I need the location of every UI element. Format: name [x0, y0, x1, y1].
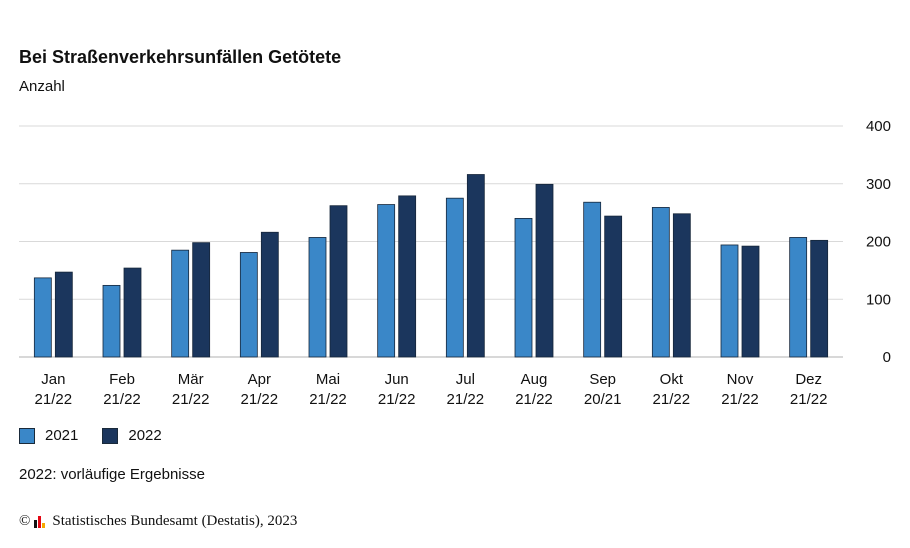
legend-label-2021: 2021	[45, 427, 79, 444]
source-line: © Statistisches Bundesamt (Destatis), 20…	[19, 513, 297, 530]
copyright-symbol: ©	[19, 513, 31, 529]
x-tick-label-Okt-1: Okt	[660, 371, 684, 388]
x-tick-label-Feb-2: 21/22	[103, 391, 141, 408]
y-tick-label-100: 100	[866, 291, 891, 308]
x-tick-label-Apr-1: Apr	[248, 371, 271, 388]
destatis-logo-icon	[34, 515, 46, 528]
bar-2021-Jun	[377, 204, 396, 358]
y-tick-label-300: 300	[866, 176, 891, 193]
x-tick-label-Nov-2: 21/22	[721, 391, 759, 408]
x-tick-label-Sep-1: Sep	[589, 371, 616, 388]
bar-2022-Mär	[192, 242, 211, 358]
legend-item-2022: 2022	[102, 427, 162, 444]
bar-2021-Apr	[239, 252, 258, 358]
bar-2022-Aug	[535, 183, 554, 358]
bar-2021-Sep	[583, 201, 602, 358]
x-tick-label-Aug-2: 21/22	[515, 391, 553, 408]
bar-2022-Mai	[329, 205, 348, 358]
x-tick-label-Okt-2: 21/22	[653, 391, 691, 408]
legend-item-2021: 2021	[19, 427, 78, 444]
bar-2021-Okt	[651, 207, 670, 358]
x-tick-label-Feb-1: Feb	[109, 371, 135, 388]
bar-2022-Sep	[604, 215, 623, 358]
y-tick-label-200: 200	[866, 234, 891, 251]
x-tick-label-Sep-2: 20/21	[584, 391, 622, 408]
legend: 2021 2022	[19, 427, 186, 444]
bar-2022-Jan	[54, 271, 73, 358]
bar-2021-Jul	[445, 197, 464, 358]
legend-swatch-2021	[19, 427, 35, 444]
x-tick-label-Aug-1: Aug	[521, 371, 548, 388]
x-tick-label-Mai-2: 21/22	[309, 391, 347, 408]
chart-title: Bei Straßenverkehrsunfällen Getötete	[19, 47, 342, 67]
bar-2021-Nov	[720, 244, 739, 358]
y-tick-label-400: 400	[866, 118, 891, 135]
bar-2022-Feb	[123, 267, 142, 358]
bar-2022-Jul	[466, 174, 485, 358]
bar-2022-Apr	[260, 231, 279, 358]
footnote: 2022: vorläufige Ergebnisse	[19, 466, 205, 483]
x-tick-label-Jan-2: 21/22	[35, 391, 73, 408]
bar-2022-Okt	[672, 213, 691, 358]
legend-swatch-2022	[102, 427, 119, 444]
x-tick-label-Jun-1: Jun	[385, 371, 409, 388]
source-text: Statistisches Bundesamt (Destatis), 2023	[52, 513, 298, 529]
x-tick-label-Jan-1: Jan	[41, 371, 65, 388]
x-tick-label-Mai-1: Mai	[316, 371, 340, 388]
x-tick-label-Dez-2: 21/22	[790, 391, 828, 408]
bar-2022-Jun	[398, 195, 417, 358]
bar-2022-Dez	[810, 239, 829, 358]
bar-2021-Feb	[102, 284, 121, 358]
y-tick-label-0: 0	[883, 349, 891, 366]
chart-subtitle: Anzahl	[19, 78, 65, 95]
legend-label-2022: 2022	[128, 427, 162, 444]
bar-chart: 0 100 200 300 400 Jan 21/22 Feb 21/22 Mär 21/22 Apr…	[19, 118, 891, 408]
bar-2021-Dez	[789, 237, 808, 358]
x-tick-label-Jul-2: 21/22	[447, 391, 485, 408]
x-tick-label-Apr-2: 21/22	[241, 391, 279, 408]
x-tick-label-Mär-2: 21/22	[172, 391, 210, 408]
bar-2022-Nov	[741, 245, 760, 358]
bar-2021-Aug	[514, 217, 533, 358]
bar-2021-Jan	[33, 277, 52, 358]
x-tick-label-Mär-1: Mär	[178, 371, 204, 388]
bar-2021-Mai	[308, 237, 327, 358]
x-tick-label-Jul-1: Jul	[456, 371, 475, 388]
x-tick-label-Dez-1: Dez	[795, 371, 822, 388]
x-tick-label-Nov-1: Nov	[727, 371, 754, 388]
x-tick-label-Jun-2: 21/22	[378, 391, 416, 408]
bar-2021-Mär	[171, 249, 190, 358]
